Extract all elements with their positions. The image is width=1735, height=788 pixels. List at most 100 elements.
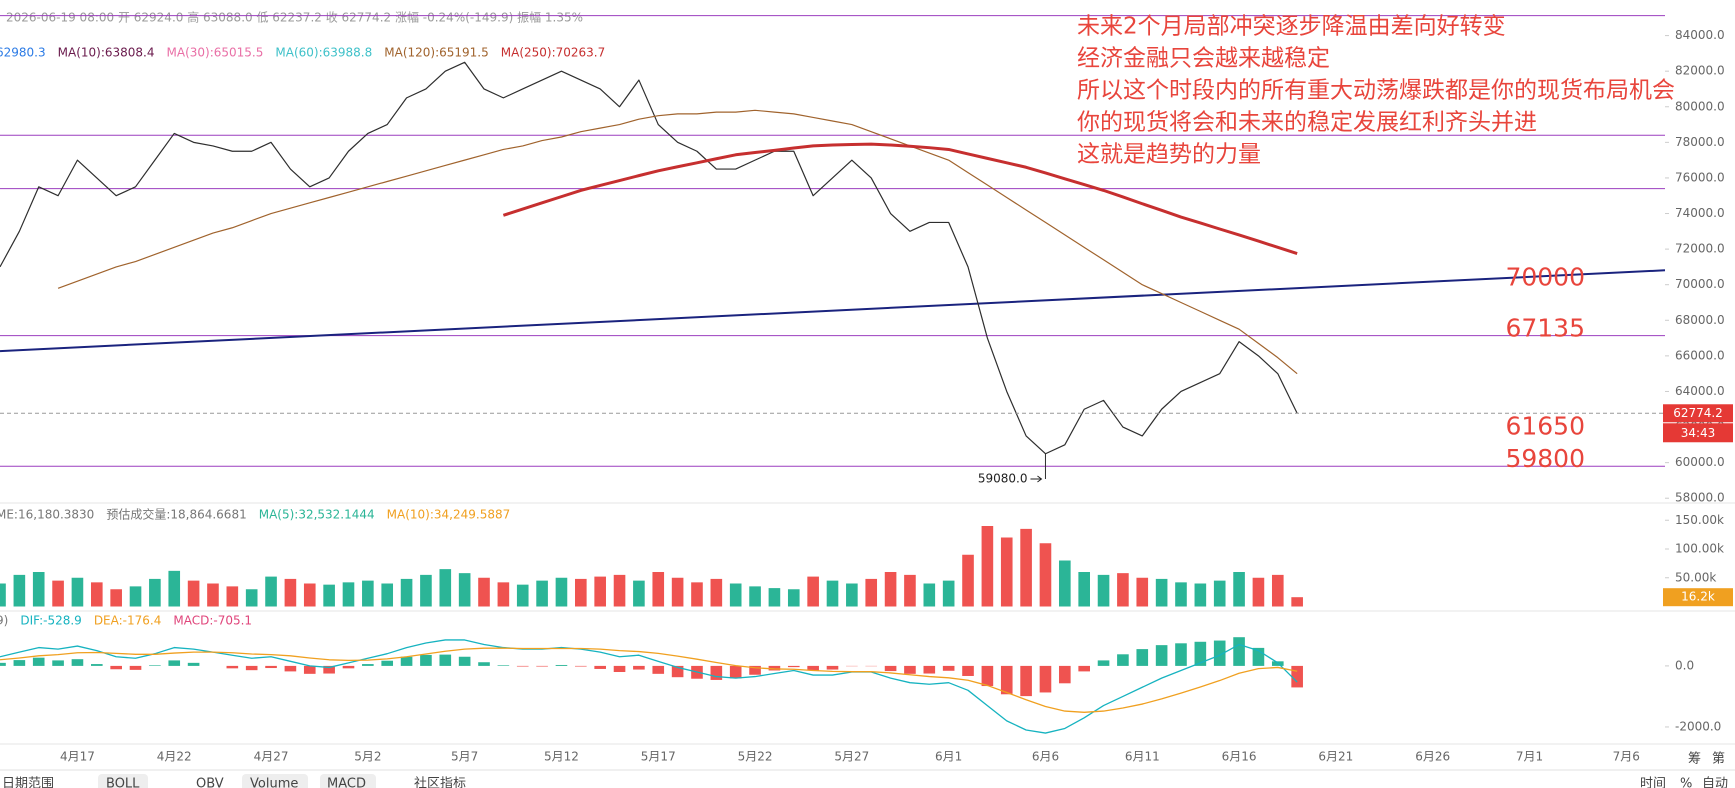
- volume-tag: [1663, 588, 1733, 607]
- volume-bar: [884, 572, 897, 607]
- volume-bar: [1175, 582, 1187, 607]
- volume-bar: [187, 580, 200, 607]
- macd-bar: [1194, 641, 1207, 666]
- toolbar-volume[interactable]: Volume: [250, 777, 298, 788]
- volume-bar: [942, 580, 955, 607]
- y-tick-label: 60000.0: [1675, 455, 1725, 469]
- volume-bar: [0, 583, 6, 607]
- macd-bar: [1039, 665, 1052, 693]
- volume-tag-label: 16.2k: [1681, 590, 1715, 604]
- x-tick-label: 7月1: [1516, 750, 1543, 764]
- macd-bar: [807, 665, 819, 671]
- toolbar-auto[interactable]: 自动: [1702, 777, 1728, 788]
- price-line: [502, 142, 1298, 255]
- macd-bar: [381, 660, 394, 666]
- legend-entry: ME:16,180.3830: [0, 508, 94, 522]
- x-tick-label: 4月27: [254, 750, 289, 764]
- toolbar-time[interactable]: 时间: [1640, 777, 1666, 788]
- legend-entry: 62980.3: [0, 46, 46, 60]
- macd-bar: [923, 665, 936, 674]
- price-line: [57, 109, 1298, 375]
- macd-bar: [652, 665, 665, 674]
- y-tick-label: 58000.0: [1675, 491, 1725, 505]
- volume-bar: [1000, 537, 1013, 607]
- volume-bar: [671, 577, 684, 607]
- x-tick-label: 5月2: [354, 750, 381, 764]
- volume-bar: [226, 586, 239, 607]
- macd-bar: [729, 665, 742, 679]
- volume-bar: [1078, 572, 1090, 607]
- macd-bar: [981, 665, 994, 687]
- volume-bar: [865, 578, 878, 607]
- volume-bar: [613, 574, 626, 607]
- volume-bar: [981, 526, 994, 607]
- y-tick-label: 68000.0: [1675, 313, 1725, 327]
- macd-bar: [129, 665, 142, 670]
- macd-bar: [826, 665, 839, 670]
- volume-bar: [245, 589, 258, 607]
- y-tick-label: 70000.0: [1675, 277, 1725, 291]
- level-label: 67135: [1505, 314, 1585, 343]
- legend-entry: MA(10):63808.4: [58, 46, 155, 60]
- y-tick-label: 84000.0: [1675, 28, 1725, 42]
- macd-bar: [90, 664, 103, 666]
- volume-bar: [71, 577, 84, 607]
- macd-bar: [13, 660, 26, 666]
- x-tick-label: 6月11: [1125, 750, 1160, 764]
- macd-bar: [1020, 665, 1032, 697]
- macd-bar: [613, 665, 626, 673]
- x-tick-label: 6月26: [1415, 750, 1450, 764]
- toolbar-button-bg: [98, 774, 148, 788]
- macd-bar: [904, 665, 916, 674]
- macd-bar: [187, 662, 200, 666]
- volume-bar: [555, 577, 568, 607]
- x-tick-label: 7月6: [1613, 750, 1640, 764]
- macd-bar: [0, 662, 6, 666]
- y-tick-label: 64000.0: [1675, 384, 1725, 398]
- x-tick-label: 5月17: [641, 750, 676, 764]
- macd-bar: [323, 665, 335, 674]
- price-line: [0, 61, 1298, 455]
- macd-line: [0, 647, 1298, 713]
- x-tick-label: 6月21: [1318, 750, 1353, 764]
- macd-bar: [52, 660, 64, 666]
- volume-bar: [1194, 583, 1207, 607]
- countdown-label: 34:43: [1681, 426, 1716, 440]
- toolbar-chips[interactable]: 筹: [1688, 751, 1701, 767]
- volume-bar: [749, 586, 761, 607]
- x-tick-label: 4月17: [60, 750, 95, 764]
- volume-bar: [807, 576, 819, 607]
- volume-bar: [787, 589, 800, 607]
- volume-bar: [52, 580, 64, 607]
- toolbar-macd[interactable]: MACD: [327, 777, 366, 788]
- toolbar-community[interactable]: 社区指标: [414, 776, 466, 788]
- macd-bar: [942, 665, 955, 671]
- macd-bar: [1252, 647, 1265, 666]
- macd-bar: [284, 665, 297, 672]
- volume-bar: [962, 554, 974, 607]
- toolbar-button-bg: [242, 774, 308, 788]
- macd-bar: [342, 665, 355, 669]
- macd-bar: [671, 665, 684, 678]
- x-tick-label: 6月6: [1032, 750, 1059, 764]
- volume-bar: [381, 583, 394, 607]
- toolbar-date-range[interactable]: 日期范围: [2, 777, 54, 788]
- macd-bar: [1213, 640, 1226, 666]
- macd-bar: [497, 665, 510, 666]
- macd-bar: [265, 665, 277, 669]
- toolbar-boll[interactable]: BOLL: [106, 777, 140, 788]
- volume-bar: [1252, 577, 1265, 607]
- volume-bar: [458, 573, 471, 607]
- macd-bar: [710, 665, 723, 680]
- toolbar-extra[interactable]: 第: [1712, 752, 1725, 767]
- volume-bar: [1020, 528, 1032, 607]
- toolbar-percent[interactable]: %: [1680, 777, 1692, 788]
- toolbar-obv[interactable]: OBV: [196, 777, 224, 788]
- legend-entry: MA(5):32,532.1444: [259, 508, 375, 522]
- volume-bar: [923, 583, 936, 607]
- macd-bar: [149, 665, 161, 666]
- macd-bar: [110, 665, 122, 670]
- volume-bar: [478, 577, 490, 607]
- volume-bar: [846, 583, 858, 607]
